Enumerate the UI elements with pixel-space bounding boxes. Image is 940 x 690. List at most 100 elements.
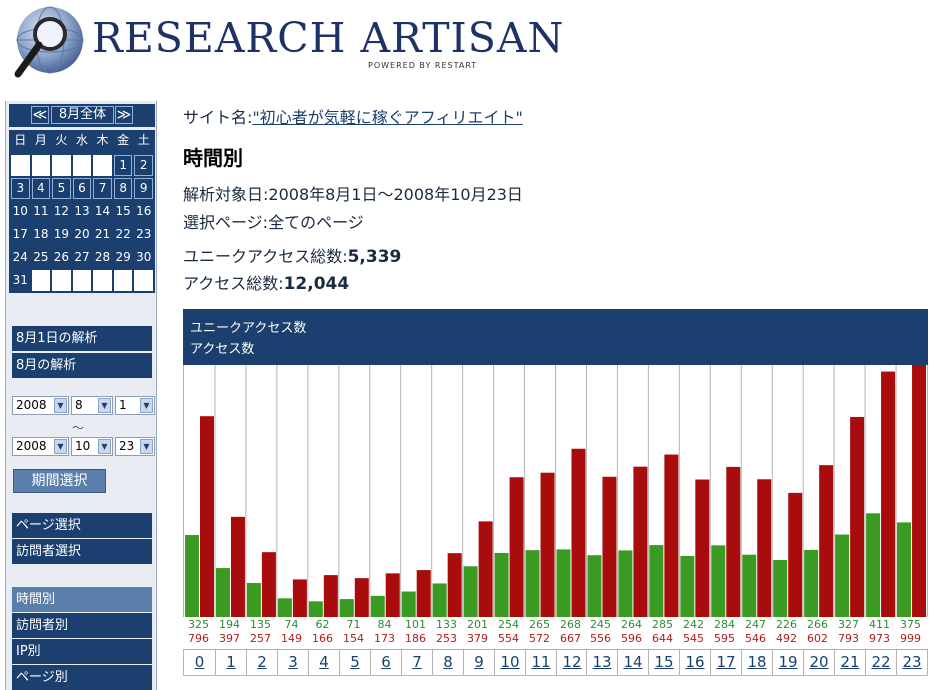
end-month-value: 10 — [75, 439, 91, 453]
site-name-link[interactable]: "初心者が気軽に稼ぐアフィリエイト" — [252, 108, 523, 127]
value-unique-14: 264 — [621, 618, 642, 631]
hour-link-0[interactable]: 0 — [194, 653, 205, 671]
calendar-day[interactable]: 20 — [74, 227, 90, 241]
value-access-21: 793 — [838, 632, 859, 645]
end-year-select[interactable]: 2008 ▼ — [12, 437, 69, 456]
calendar-day[interactable]: 26 — [53, 250, 70, 264]
bar-unique-9 — [463, 566, 478, 617]
calendar-day[interactable]: 23 — [136, 227, 152, 241]
calendar-day[interactable]: 8 — [113, 178, 133, 199]
calendar-day[interactable]: 30 — [136, 250, 152, 264]
calendar-day[interactable]: 14 — [94, 204, 111, 218]
hour-link-13[interactable]: 13 — [586, 650, 617, 675]
start-year-select[interactable]: 2008 ▼ — [12, 396, 69, 415]
page-select-button[interactable]: ページ選択 — [12, 513, 152, 538]
bar-access-13 — [602, 476, 617, 617]
unique-total-label: ユニークアクセス総数: — [183, 247, 348, 266]
range-tilde: ～ — [72, 421, 85, 435]
hour-link-11[interactable]: 11 — [525, 650, 556, 675]
calendar-day[interactable]: 29 — [115, 250, 131, 264]
bar-unique-11 — [525, 550, 540, 617]
menu-item-by-visitor[interactable]: 訪問者別 — [12, 613, 152, 638]
value-unique-10: 254 — [498, 618, 519, 631]
calendar-day[interactable]: 31 — [12, 273, 28, 287]
hour-link-16[interactable]: 16 — [679, 650, 710, 675]
calendar-day[interactable]: 19 — [53, 227, 70, 241]
hour-link-19[interactable]: 19 — [772, 650, 803, 675]
value-access-19: 492 — [776, 632, 797, 645]
hour-link-22[interactable]: 22 — [865, 650, 896, 675]
calendar-day[interactable]: 22 — [115, 227, 131, 241]
hour-link-17[interactable]: 17 — [710, 650, 741, 675]
calendar-day[interactable]: 3 — [11, 178, 30, 199]
end-day-select[interactable]: 23 ▼ — [115, 437, 155, 456]
calendar-day[interactable]: 25 — [33, 250, 49, 264]
calendar-day[interactable]: 4 — [31, 178, 51, 199]
menu-item-by-page[interactable]: ページ別 — [12, 665, 152, 690]
menu-item-hourly[interactable]: 時間別 — [12, 587, 152, 612]
bar-access-14 — [633, 466, 648, 617]
hour-link-10[interactable]: 10 — [494, 650, 525, 675]
calendar-day[interactable]: 9 — [134, 178, 153, 199]
bar-unique-14 — [618, 550, 633, 617]
menu-item-by-ip[interactable]: IP別 — [12, 639, 152, 664]
hour-link-5[interactable]: 5 — [339, 650, 370, 675]
calendar-day[interactable]: 11 — [33, 204, 49, 218]
calendar-day[interactable]: 21 — [94, 227, 111, 241]
calendar-day[interactable]: 18 — [33, 227, 49, 241]
hour-link-23[interactable]: 23 — [896, 650, 927, 675]
calendar-day[interactable]: 6 — [72, 178, 92, 199]
calendar-day[interactable]: 1 — [113, 155, 133, 176]
hour-link-15[interactable]: 15 — [648, 650, 679, 675]
calendar-day[interactable]: 13 — [74, 204, 90, 218]
value-unique-4: 62 — [315, 618, 330, 631]
hour-link-2[interactable]: 2 — [246, 650, 277, 675]
bar-unique-15 — [649, 545, 664, 617]
month-analysis-button[interactable]: 8月の解析 — [12, 353, 152, 378]
calendar-day[interactable]: 16 — [136, 204, 152, 218]
hour-link-14[interactable]: 14 — [617, 650, 648, 675]
calendar-day[interactable]: 28 — [94, 250, 111, 264]
calendar-day[interactable]: 27 — [74, 250, 90, 264]
start-month-select[interactable]: 8 ▼ — [71, 396, 113, 415]
bar-access-4 — [323, 575, 338, 617]
calendar-day[interactable]: 5 — [52, 178, 71, 199]
calendar-day[interactable]: 24 — [12, 250, 28, 264]
hour-link-18[interactable]: 18 — [741, 650, 772, 675]
bar-access-12 — [571, 448, 586, 617]
hour-link-12[interactable]: 12 — [556, 650, 587, 675]
end-month-select[interactable]: 10 ▼ — [71, 437, 113, 456]
value-access-2: 257 — [250, 632, 271, 645]
calendar-day[interactable]: 2 — [134, 155, 153, 176]
bar-access-21 — [850, 416, 865, 617]
hour-link-21[interactable]: 21 — [834, 650, 865, 675]
calendar-day[interactable]: 17 — [12, 227, 28, 241]
bar-access-15 — [664, 454, 679, 617]
hour-link-7[interactable]: 7 — [401, 650, 432, 675]
weekday-sun: 日 — [14, 133, 27, 147]
hour-link-9[interactable]: 9 — [463, 650, 494, 675]
hour-link-20[interactable]: 20 — [803, 650, 834, 675]
calendar-day[interactable]: 12 — [53, 204, 70, 218]
hour-link-3[interactable]: 3 — [277, 650, 308, 675]
calendar-day[interactable]: 10 — [12, 204, 28, 218]
calendar-next-button[interactable]: ≫ — [115, 106, 133, 124]
start-day-select[interactable]: 1 ▼ — [115, 396, 155, 415]
hour-link-8[interactable]: 8 — [432, 650, 463, 675]
legend-access: アクセス数 — [190, 342, 255, 357]
hour-link-6[interactable]: 6 — [370, 650, 401, 675]
chevron-down-icon: ▼ — [54, 439, 67, 454]
value-access-4: 166 — [312, 632, 333, 645]
hour-link-4[interactable]: 4 — [308, 650, 339, 675]
visitor-select-button[interactable]: 訪問者選択 — [12, 539, 152, 564]
calendar-prev-button[interactable]: ≪ — [31, 106, 49, 124]
end-day-value: 23 — [119, 439, 135, 453]
calendar-month-button[interactable]: 8月全体 — [51, 106, 114, 124]
value-access-16: 545 — [683, 632, 704, 645]
calendar-day[interactable]: 15 — [115, 204, 131, 218]
period-select-button[interactable]: 期間選択 — [13, 469, 106, 493]
day-analysis-button[interactable]: 8月1日の解析 — [12, 326, 152, 351]
calendar-day[interactable]: 7 — [93, 178, 112, 199]
calendar-blank — [31, 270, 51, 291]
hour-link-1[interactable]: 1 — [215, 650, 246, 675]
